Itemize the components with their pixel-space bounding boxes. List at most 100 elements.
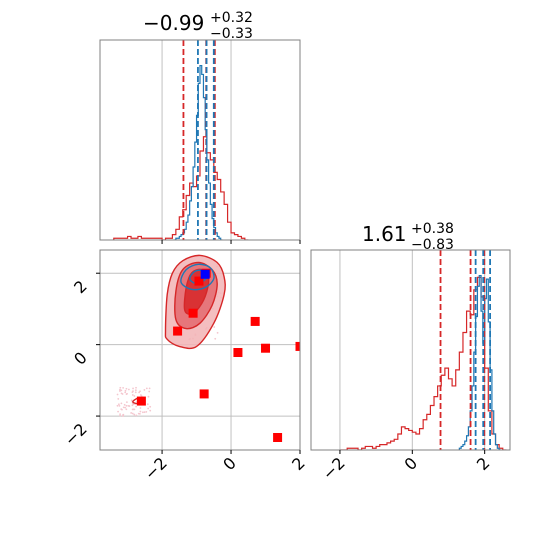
scatter-point	[147, 407, 150, 410]
scatter-point	[134, 391, 137, 394]
scatter-point	[125, 401, 128, 404]
panel-hx-frame	[99, 39, 301, 241]
scatter-point	[124, 389, 127, 392]
red-marker	[188, 308, 198, 318]
scatter-point	[132, 390, 134, 393]
scatter-point	[131, 394, 134, 396]
scatter-point	[216, 331, 219, 334]
scatter-point	[139, 407, 142, 409]
scatter-point	[149, 409, 152, 412]
scatter-point	[146, 403, 149, 406]
red-marker	[261, 343, 271, 353]
scatter-point	[147, 395, 150, 398]
scatter-point	[131, 412, 134, 415]
scatter-point	[139, 410, 142, 413]
scatter-point	[133, 413, 136, 416]
title-x-value: −0.99	[143, 11, 204, 35]
scatter-point	[119, 389, 121, 392]
scatter-point	[135, 405, 138, 408]
scatter-point	[135, 414, 138, 417]
panel-hy-frame	[310, 249, 511, 451]
scatter-point	[127, 388, 130, 391]
histogram-blue	[458, 274, 501, 450]
scatter-point	[122, 406, 125, 409]
scatter-point	[119, 413, 121, 416]
scatter-point	[120, 392, 123, 395]
scatter-point	[119, 388, 121, 391]
red-marker	[250, 316, 260, 326]
x-tick-label: 0	[400, 453, 421, 474]
y-tick-label: −2	[61, 419, 91, 449]
scatter-point	[213, 326, 216, 328]
scatter-point	[148, 390, 151, 393]
red-marker	[273, 433, 283, 442]
red-marker	[233, 348, 243, 357]
scatter-point	[117, 398, 120, 400]
title-y-value: 1.61	[362, 222, 407, 246]
scatter-point	[116, 404, 119, 407]
scatter-point	[130, 399, 133, 402]
scatter-point	[120, 389, 123, 392]
scatter-point	[131, 404, 134, 407]
marginal-y-panel	[310, 249, 511, 451]
scatter-point	[127, 404, 130, 407]
scatter-point	[137, 412, 140, 415]
scatter-point	[117, 403, 120, 406]
joint-frame	[99, 249, 301, 451]
histogram-red	[113, 136, 249, 240]
scatter-point	[138, 391, 141, 394]
scatter-point	[132, 387, 134, 390]
scatter-point	[120, 402, 123, 405]
joint-panel	[99, 249, 301, 451]
scatter-point	[130, 412, 133, 414]
blue-contour-outer	[180, 263, 215, 291]
x-tick-label: 2	[288, 453, 309, 474]
scatter-point	[133, 395, 136, 397]
scatter-point	[145, 387, 148, 390]
scatter-point	[122, 415, 124, 417]
scatter-point	[132, 408, 135, 411]
scatter-point	[125, 404, 128, 407]
scatter-point	[122, 387, 125, 389]
scatter-point	[117, 410, 119, 413]
scatter-point	[124, 406, 127, 409]
scatter-point	[119, 386, 122, 389]
scatter-point	[149, 405, 152, 408]
scatter-point	[123, 403, 126, 406]
x-tick-label: 2	[473, 453, 494, 474]
title-y-upper: +0.38	[411, 221, 454, 237]
red-marker	[173, 326, 183, 336]
scatter-point	[135, 386, 137, 389]
x-tick-label: 0	[219, 453, 240, 474]
histogram-group	[113, 64, 249, 240]
scatter-point	[143, 411, 146, 414]
scatter-point	[148, 387, 151, 390]
scatter-point	[132, 403, 135, 406]
x-tick-label: −2	[319, 453, 349, 483]
scatter-point	[125, 408, 128, 411]
blue-marker	[200, 269, 210, 279]
histogram-group	[339, 274, 507, 450]
title-y-lower: −0.83	[411, 237, 454, 253]
scatter-point	[116, 393, 119, 396]
scatter-point	[125, 387, 128, 390]
x-tick-label: −2	[141, 453, 171, 483]
title-x-upper: +0.32	[210, 10, 253, 26]
y-tick-label: 2	[70, 277, 91, 298]
marginal-x-panel	[99, 39, 301, 241]
red-marker	[199, 389, 209, 399]
scatter-point	[145, 411, 148, 413]
red-marker	[194, 276, 204, 286]
scatter-point	[125, 393, 128, 396]
title-x-lower: −0.33	[210, 26, 253, 42]
tick-labels: −2 0 2 −2 0 2 −2 0 2	[61, 240, 494, 484]
histogram-red	[339, 276, 507, 450]
scatter-point	[121, 408, 123, 411]
scatter-point	[141, 411, 144, 414]
contour-group	[116, 254, 300, 442]
scatter-point	[119, 414, 121, 417]
red-marker	[295, 341, 300, 351]
scatter-point	[124, 391, 127, 394]
y-tick-label: 0	[70, 348, 91, 369]
